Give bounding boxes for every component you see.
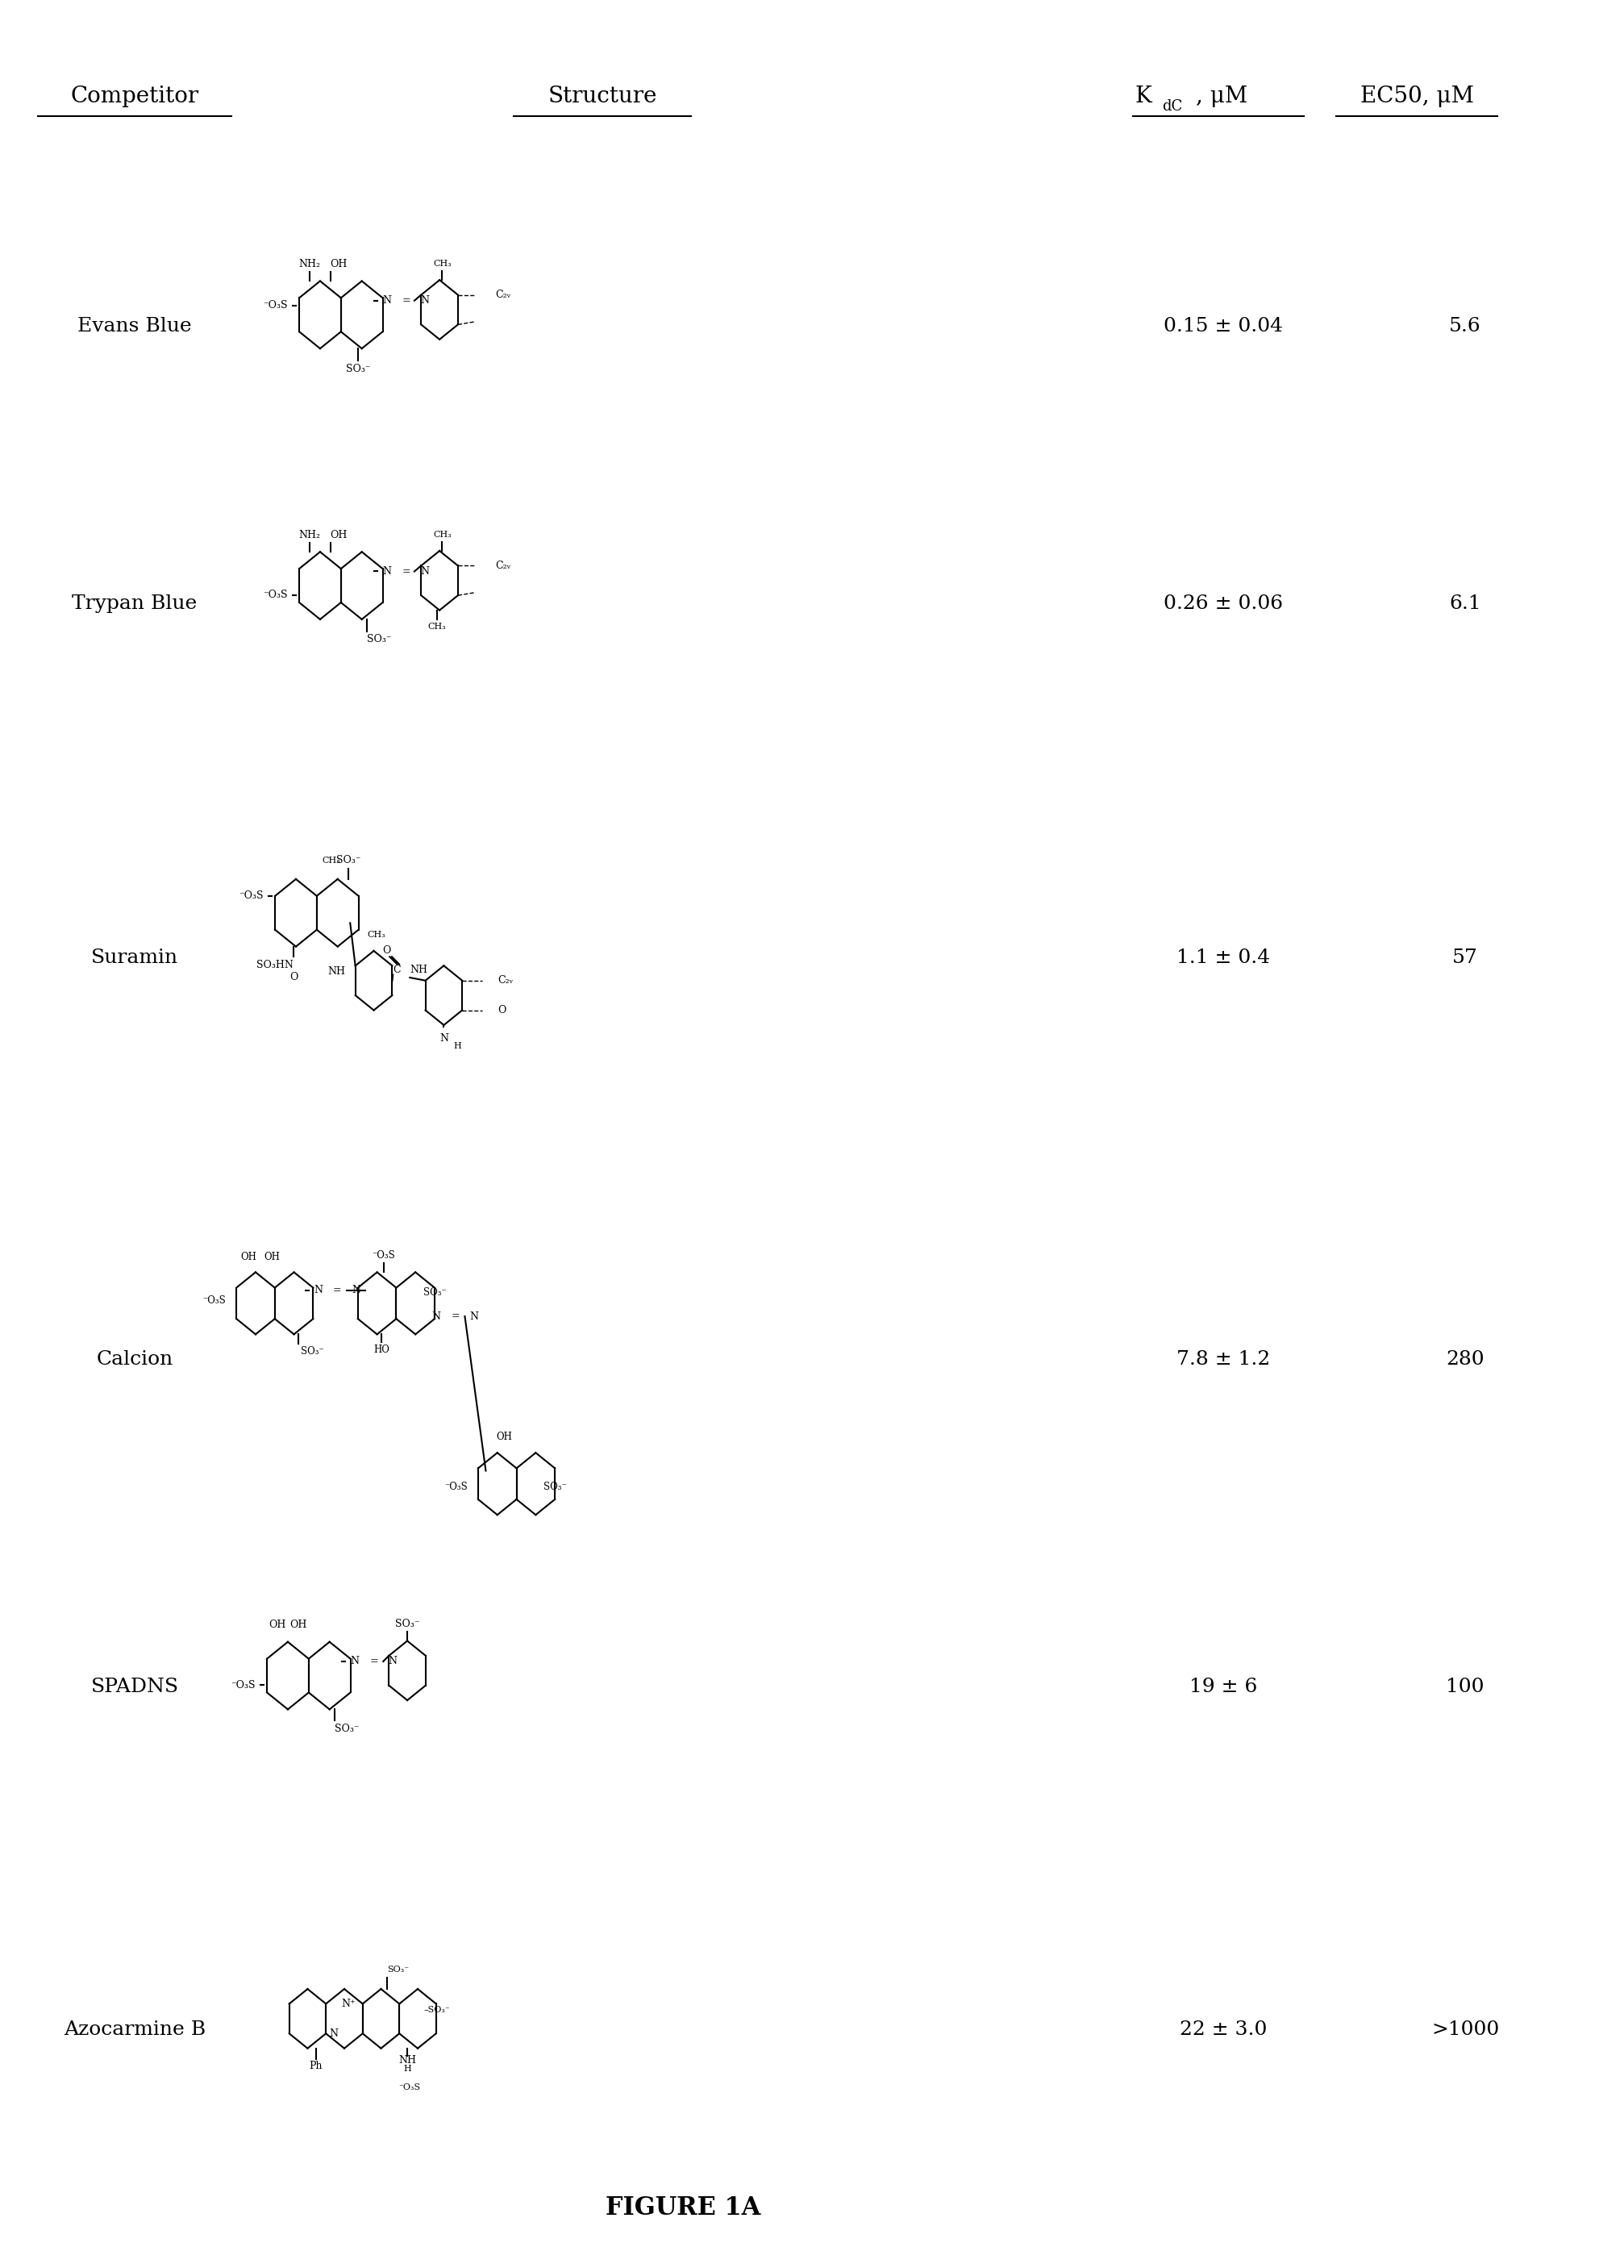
Text: =: =: [401, 295, 411, 306]
Text: SO₃⁻: SO₃⁻: [335, 1724, 359, 1735]
Text: N: N: [352, 1286, 361, 1295]
Text: N: N: [313, 1286, 323, 1295]
Text: N: N: [432, 1311, 442, 1322]
Text: N: N: [421, 567, 429, 576]
Text: –SO₃⁻: –SO₃⁻: [424, 2005, 450, 2014]
Text: Competitor: Competitor: [70, 86, 198, 107]
Text: =: =: [333, 1286, 341, 1295]
Text: 280: 280: [1445, 1349, 1484, 1370]
Text: =: =: [401, 567, 411, 576]
Text: OH: OH: [240, 1252, 257, 1261]
Text: , μM: , μM: [1195, 86, 1247, 107]
Text: Trypan Blue: Trypan Blue: [71, 594, 197, 612]
Text: NH₂: NH₂: [299, 531, 320, 540]
Text: NH: NH: [328, 966, 346, 978]
Text: =: =: [451, 1311, 460, 1322]
Text: SO₃⁻: SO₃⁻: [367, 635, 391, 644]
Text: EC50, μM: EC50, μM: [1359, 86, 1473, 107]
Text: OH: OH: [270, 1619, 286, 1631]
Text: CH₃: CH₃: [434, 259, 451, 268]
Text: N: N: [469, 1311, 479, 1322]
Text: Evans Blue: Evans Blue: [78, 318, 192, 336]
Text: OH: OH: [291, 1619, 307, 1631]
Text: ⁻O₃S: ⁻O₃S: [239, 891, 263, 900]
Text: 7.8 ± 1.2: 7.8 ± 1.2: [1176, 1349, 1270, 1370]
Text: Azocarmine B: Azocarmine B: [63, 2021, 206, 2039]
Text: N: N: [383, 295, 391, 306]
Text: SO₃⁻: SO₃⁻: [388, 1966, 409, 1973]
Text: ⁻O₃S: ⁻O₃S: [372, 1250, 395, 1261]
Text: 19 ± 6: 19 ± 6: [1189, 1678, 1257, 1696]
Text: NH: NH: [409, 964, 427, 975]
Text: 100: 100: [1445, 1678, 1484, 1696]
Text: ⁻O₃S: ⁻O₃S: [445, 1481, 468, 1492]
Text: dC: dC: [1163, 100, 1182, 113]
Text: N: N: [330, 2028, 338, 2039]
Text: FIGURE 1A: FIGURE 1A: [606, 2195, 760, 2220]
Text: 57: 57: [1452, 948, 1478, 966]
Text: O: O: [499, 1005, 507, 1016]
Text: >1000: >1000: [1431, 2021, 1499, 2039]
Text: SO₃⁻: SO₃⁻: [336, 855, 361, 866]
Text: NH₂: NH₂: [299, 259, 320, 270]
Text: HO: HO: [374, 1345, 390, 1354]
Text: Calcion: Calcion: [96, 1349, 174, 1370]
Text: N: N: [383, 567, 391, 576]
Text: =: =: [369, 1656, 378, 1667]
Text: C₂ᵥ: C₂ᵥ: [499, 975, 513, 987]
Text: 1.1 ± 0.4: 1.1 ± 0.4: [1176, 948, 1270, 966]
Text: O: O: [382, 946, 391, 957]
Text: ⁻O₃S: ⁻O₃S: [231, 1681, 255, 1690]
Text: 0.26 ± 0.06: 0.26 ± 0.06: [1163, 594, 1283, 612]
Text: SPADNS: SPADNS: [91, 1678, 179, 1696]
Text: H: H: [453, 1041, 461, 1050]
Text: SO₃⁻: SO₃⁻: [395, 1619, 419, 1628]
Text: CH₃: CH₃: [427, 621, 447, 631]
Text: CH₃: CH₃: [323, 857, 341, 864]
Text: Suramin: Suramin: [91, 948, 179, 966]
Text: CH₃: CH₃: [367, 930, 385, 939]
Text: SO₃⁻: SO₃⁻: [424, 1288, 447, 1297]
Text: OH: OH: [265, 1252, 281, 1261]
Text: ⁻O₃S: ⁻O₃S: [263, 590, 287, 601]
Text: N: N: [351, 1656, 359, 1667]
Text: C: C: [393, 964, 401, 975]
Text: 5.6: 5.6: [1449, 318, 1481, 336]
Text: OH: OH: [330, 259, 348, 270]
Text: K: K: [1135, 86, 1151, 107]
Text: SO₃⁻: SO₃⁻: [346, 363, 370, 374]
Text: CH₃: CH₃: [434, 531, 451, 538]
Text: 22 ± 3.0: 22 ± 3.0: [1179, 2021, 1267, 2039]
Text: SO₃HN: SO₃HN: [257, 959, 294, 971]
Text: ⁻O₃S: ⁻O₃S: [203, 1295, 226, 1306]
Text: C₂ᵥ: C₂ᵥ: [495, 290, 510, 299]
Text: O: O: [289, 971, 297, 982]
Text: ⁻O₃S: ⁻O₃S: [263, 299, 287, 311]
Text: C₂ᵥ: C₂ᵥ: [495, 560, 510, 572]
Text: 6.1: 6.1: [1449, 594, 1481, 612]
Text: ⁻O₃S: ⁻O₃S: [398, 2082, 421, 2091]
Text: N: N: [440, 1034, 448, 1043]
Text: Structure: Structure: [547, 86, 658, 107]
Text: 0.15 ± 0.04: 0.15 ± 0.04: [1163, 318, 1283, 336]
Text: N⁺: N⁺: [341, 1998, 356, 2009]
Text: N: N: [421, 295, 429, 306]
Text: N: N: [388, 1656, 396, 1667]
Text: SO₃⁻: SO₃⁻: [300, 1347, 323, 1356]
Text: Ph: Ph: [310, 2062, 323, 2071]
Text: OH: OH: [330, 531, 348, 540]
Text: H: H: [403, 2066, 411, 2073]
Text: NH: NH: [398, 2055, 416, 2066]
Text: OH: OH: [495, 1431, 512, 1442]
Text: SO₃⁻: SO₃⁻: [544, 1481, 567, 1492]
